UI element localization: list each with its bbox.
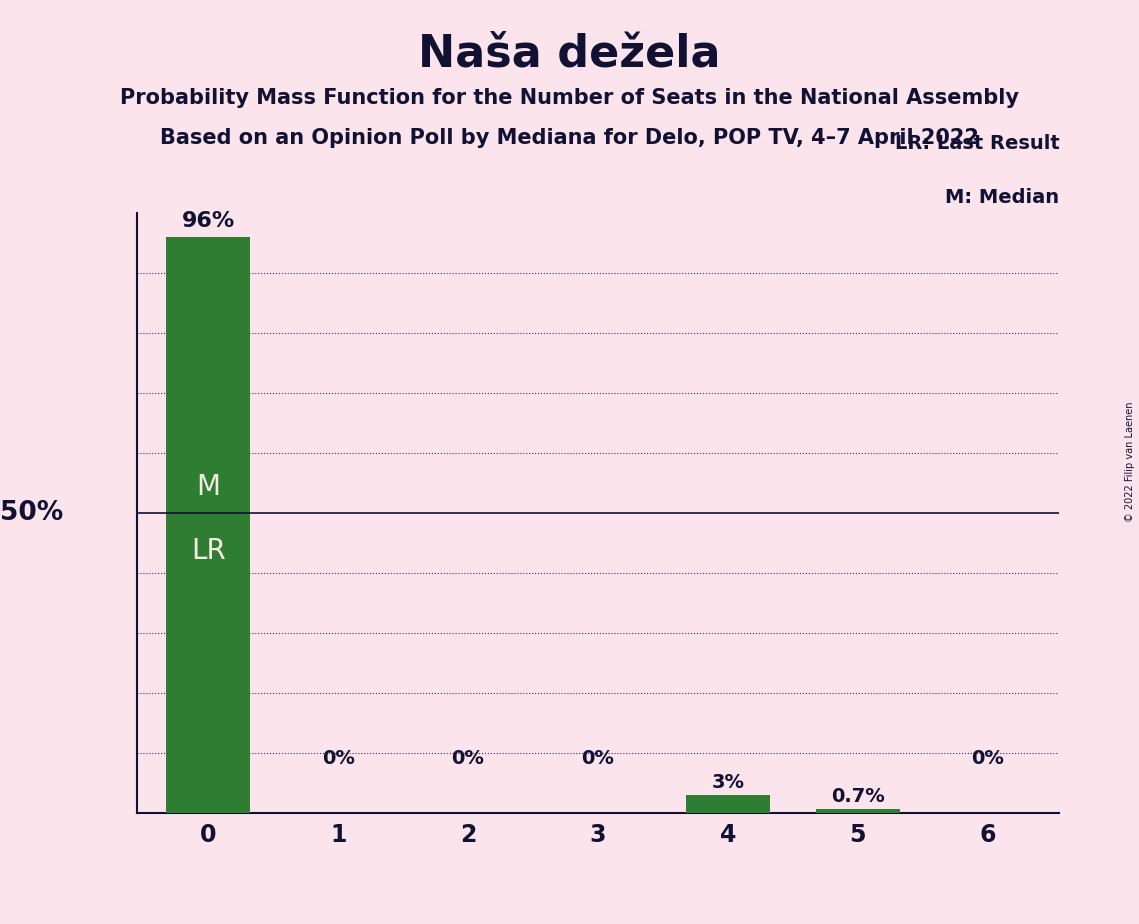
Text: Probability Mass Function for the Number of Seats in the National Assembly: Probability Mass Function for the Number…: [120, 88, 1019, 108]
Text: Naša dežela: Naša dežela: [418, 32, 721, 76]
Text: 3%: 3%: [712, 773, 745, 792]
Text: 0%: 0%: [321, 749, 354, 768]
Bar: [166, 237, 251, 813]
Text: 0%: 0%: [972, 749, 1005, 768]
Bar: [816, 808, 900, 813]
Text: 0%: 0%: [582, 749, 614, 768]
Text: M: M: [196, 473, 220, 501]
Bar: [686, 795, 770, 813]
Text: 0.7%: 0.7%: [831, 787, 885, 806]
Text: M: Median: M: Median: [945, 188, 1059, 208]
Text: 50%: 50%: [0, 500, 63, 526]
Text: © 2022 Filip van Laenen: © 2022 Filip van Laenen: [1125, 402, 1134, 522]
Text: LR: Last Result: LR: Last Result: [894, 134, 1059, 153]
Text: 0%: 0%: [451, 749, 484, 768]
Text: LR: LR: [190, 537, 226, 565]
Text: Based on an Opinion Poll by Mediana for Delo, POP TV, 4–7 April 2022: Based on an Opinion Poll by Mediana for …: [161, 128, 978, 148]
Text: 96%: 96%: [181, 211, 235, 231]
